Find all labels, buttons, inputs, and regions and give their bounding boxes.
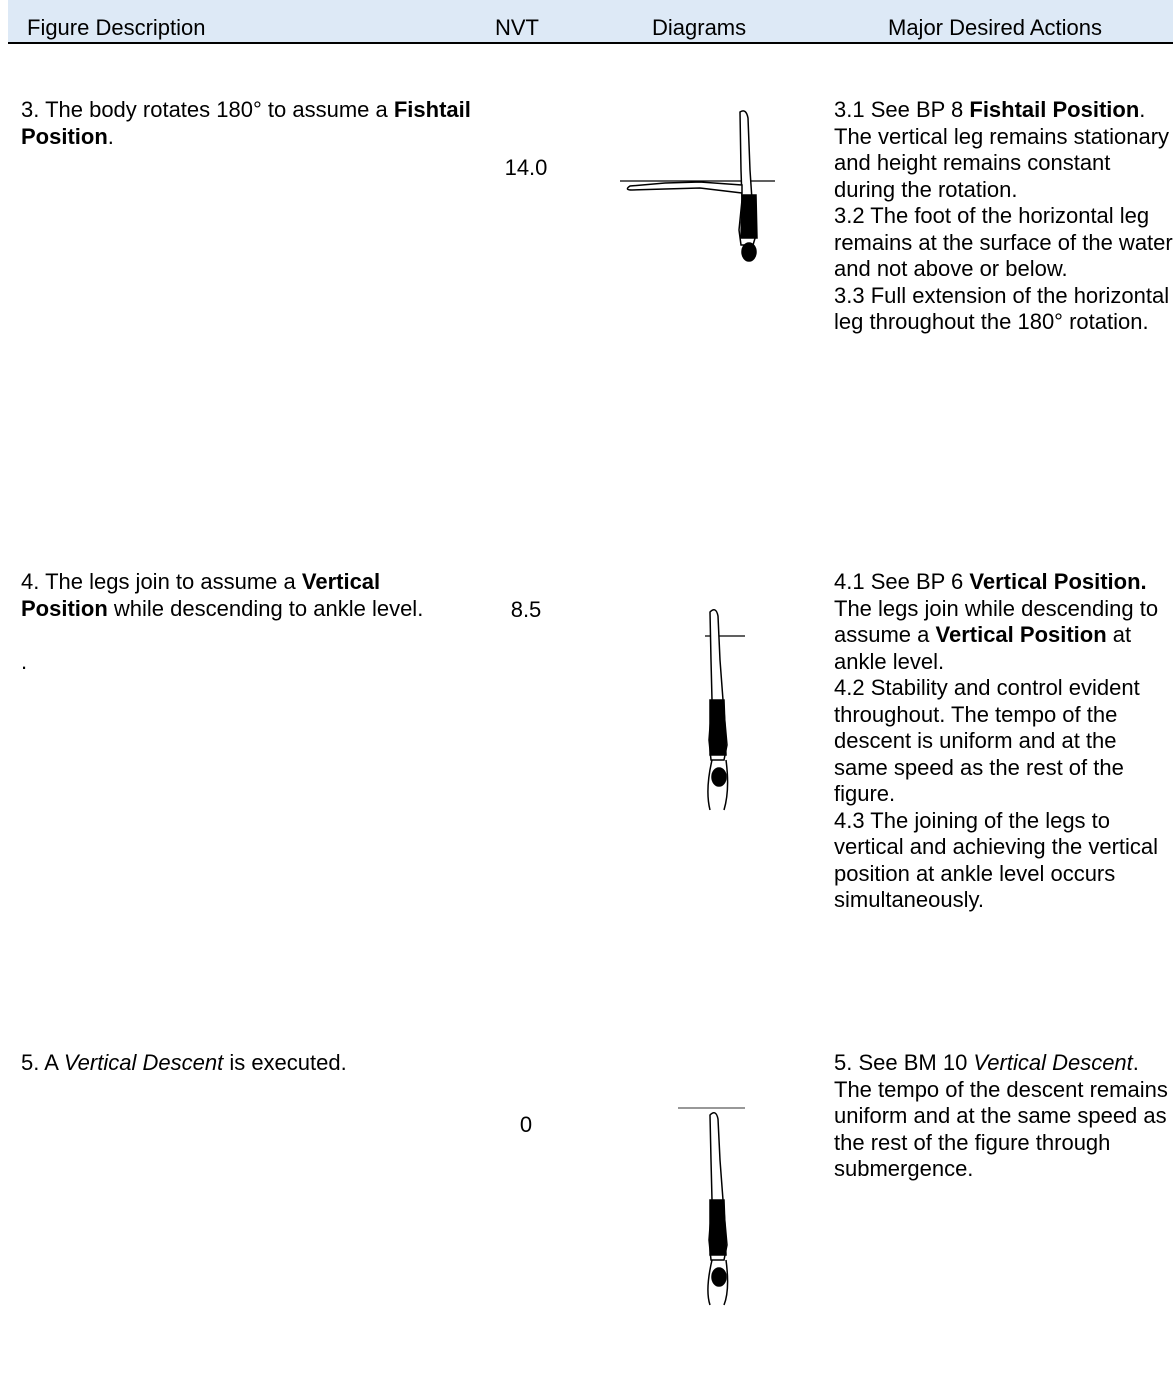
text-run: Vertical Position.: [969, 569, 1147, 594]
text-run: Fishtail Position: [21, 97, 471, 149]
paragraph: 3.2 The foot of the horizontal leg remai…: [834, 203, 1173, 283]
paragraph: .: [21, 649, 471, 676]
text-run: Vertical Position: [21, 569, 381, 621]
nvt-value: 0: [519, 1112, 533, 1137]
text-run: at ankle level.: [834, 622, 1132, 674]
text-run: Fishtail Position: [969, 97, 1140, 122]
text-run: 4.2 Stability and control evident throug…: [834, 675, 1140, 806]
figure-description: 3. The body rotates 180° to assume a Fis…: [21, 97, 471, 150]
text-run: Vertical Descent: [973, 1050, 1133, 1075]
desired-actions: 3.1 See BP 8 Fishtail Position. The verti…: [834, 97, 1173, 336]
column-header: Diagrams: [652, 15, 747, 40]
paragraph: 3. The body rotates 180° to assume a Fis…: [21, 97, 471, 150]
paragraph: 5. See BM 10 Vertical Descent. The tempo…: [834, 1050, 1173, 1183]
paragraph: The vertical leg remains stationary and …: [834, 124, 1173, 204]
paragraph: 3.3 Full extension of the horizontal leg…: [834, 283, 1173, 336]
fishtail-diagram: [620, 110, 775, 262]
paragraph: 4.1 See BP 6 Vertical Position.: [834, 569, 1173, 596]
paragraph: 4.3 The joining of the legs to vertical …: [834, 808, 1173, 914]
text-run: .: [107, 123, 114, 149]
table-header: Figure Description NVT Diagrams Major Desir…: [8, 0, 1173, 44]
paragraph: The legs join while descending to assume…: [834, 596, 1173, 676]
column-header: Figure Description: [27, 15, 206, 40]
text-run: The legs join while descending to assume…: [834, 595, 1159, 648]
figure-description: 5. A Vertical Descent is executed.: [21, 1050, 471, 1077]
paragraph: 4. The legs join to assume a Vertical Po…: [21, 569, 471, 622]
column-header: Major Desired Actions: [888, 15, 1102, 40]
text-run: 4.1 See BP 6: [834, 569, 970, 594]
text-run: 3.2 The foot of the horizontal leg remai…: [834, 203, 1173, 281]
paragraph: 3.1 See BP 8 Fishtail Position.: [834, 97, 1173, 124]
text-run: The vertical leg remains stationary and …: [834, 123, 1170, 202]
text-run: while descending to ankle level.: [107, 595, 424, 621]
figure-description: 4. The legs join to assume a Vertical Po…: [21, 569, 471, 675]
vertical-diagram: [705, 609, 745, 811]
text-run: Vertical Position: [935, 622, 1107, 647]
text-run: is executed.: [223, 1050, 347, 1075]
paragraph: 4.2 Stability and control evident throug…: [834, 675, 1173, 808]
text-run: 4.3 The joining of the legs to vertical …: [834, 807, 1159, 913]
desired-actions: 5. See BM 10 Vertical Descent. The tempo…: [834, 1050, 1173, 1183]
paragraph: 5. A Vertical Descent is executed.: [21, 1050, 471, 1077]
nvt-value: 8.5: [510, 597, 542, 622]
text-run: .: [1139, 97, 1146, 122]
text-run: 3.1 See BP 8: [834, 97, 970, 122]
descent-diagram: [678, 1107, 745, 1306]
text-run: .: [21, 648, 28, 674]
text-run: 5. A: [21, 1050, 64, 1075]
text-run: 3. The body rotates 180° to assume a: [21, 97, 394, 122]
text-run: 3.3 Full extension of the horizontal leg…: [834, 282, 1170, 335]
text-run: . The tempo of the descent remains unifo…: [834, 1050, 1168, 1181]
column-header: NVT: [495, 15, 539, 40]
text-run: Vertical Descent: [63, 1050, 224, 1075]
desired-actions: 4.1 See BP 6 Vertical Position. The legs …: [834, 569, 1173, 914]
text-run: 5. See BM 10: [834, 1050, 974, 1075]
text-run: 4. The legs join to assume a: [21, 569, 302, 594]
nvt-value: 14.0: [504, 155, 548, 180]
